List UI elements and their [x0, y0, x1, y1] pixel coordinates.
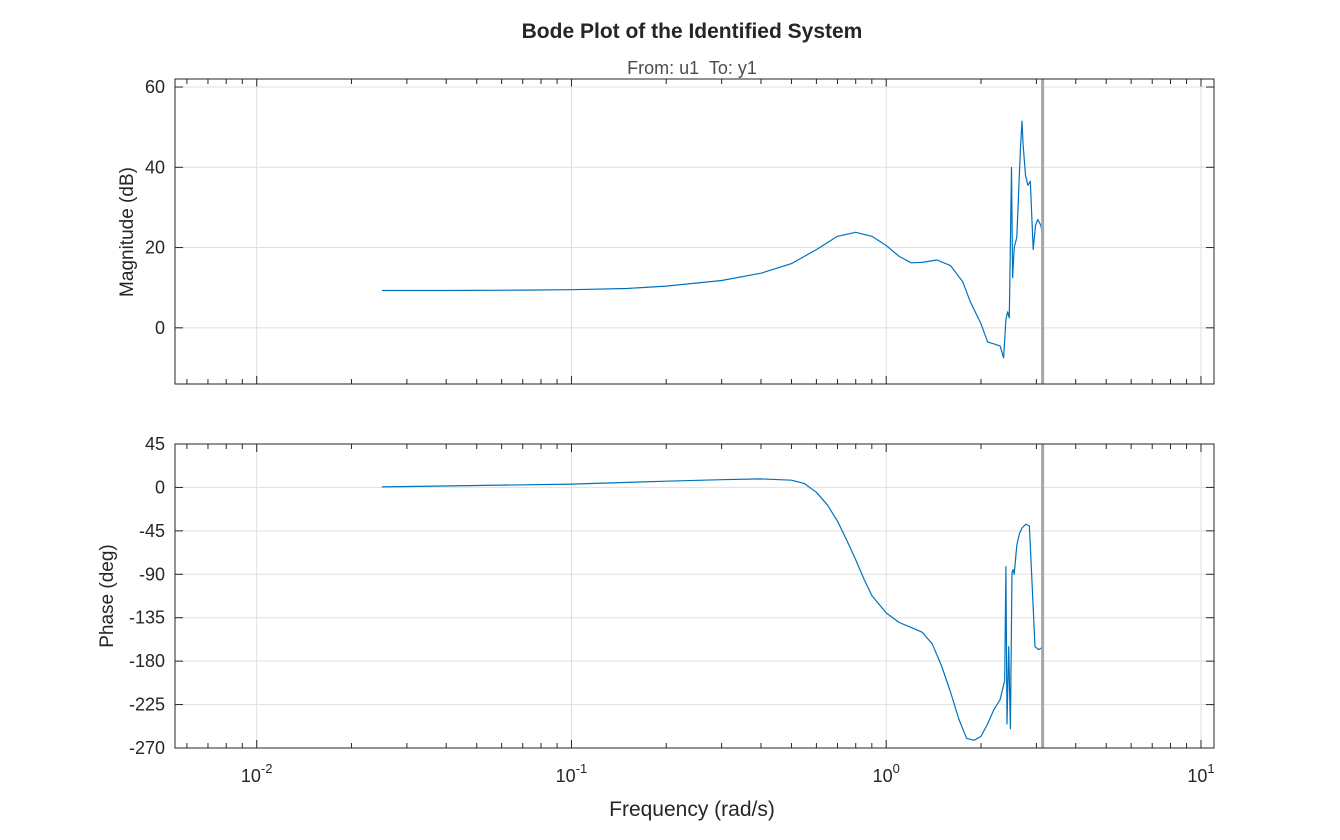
x-tick-label: 10-1	[556, 761, 588, 786]
magnitude-y-tick-label: 0	[155, 318, 165, 338]
phase-axes-box	[174, 443, 1215, 749]
phase-y-tick-label: -180	[129, 651, 165, 671]
io-subtitle: From: u1 To: y1	[627, 58, 757, 78]
phase-response-line	[381, 478, 1044, 741]
phase-panel: Phase (deg) 45 0 -45 -90 -135 -180 -225 -270	[97, 434, 1215, 758]
magnitude-y-tick-label: 60	[145, 77, 165, 97]
chart-title: Bode Plot of the Identified System	[522, 20, 863, 43]
magnitude-y-tick-label: 40	[145, 157, 165, 177]
magnitude-y-tick-label: 20	[145, 238, 165, 258]
phase-y-tick-label: 0	[155, 477, 165, 497]
magnitude-axis-label: Magnitude (dB)	[117, 167, 138, 297]
phase-y-tick-label: -45	[139, 521, 165, 541]
phase-y-tick-label: 45	[145, 434, 165, 454]
x-tick-label: 100	[873, 761, 900, 786]
phase-y-tick-label: -225	[129, 695, 165, 715]
phase-y-tick-label: -135	[129, 608, 165, 628]
phase-y-tick-label: -270	[129, 738, 165, 758]
magnitude-response-line	[382, 120, 1044, 359]
phase-y-tick-label: -90	[139, 564, 165, 584]
magnitude-axes-box	[174, 78, 1215, 385]
x-tick-label: 101	[1187, 761, 1214, 786]
magnitude-panel: Magnitude (dB) 60 40 20 0	[117, 77, 1215, 385]
x-tick-labels: 10-2 10-1 100 101	[241, 761, 1215, 786]
x-axis-label: Frequency (rad/s)	[609, 798, 775, 821]
phase-axis-label: Phase (deg)	[97, 544, 118, 648]
x-tick-label: 10-2	[241, 761, 273, 786]
